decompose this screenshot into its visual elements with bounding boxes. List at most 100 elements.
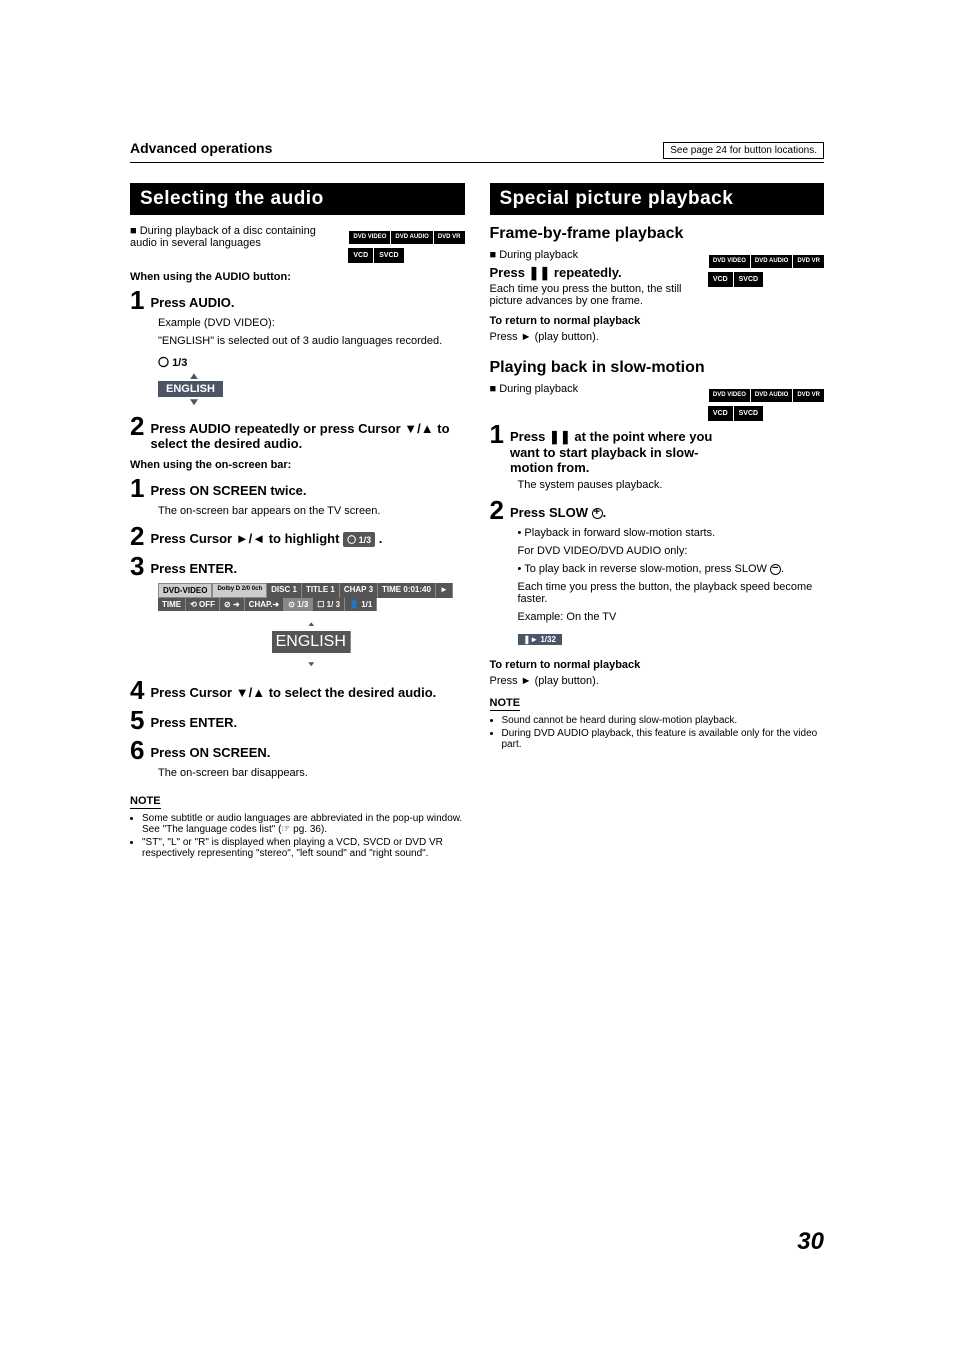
badge-vcd: VCD: [348, 248, 373, 264]
bar-step-num-6: 6: [130, 737, 144, 763]
slow-l1: For DVD VIDEO/DVD AUDIO only:: [518, 545, 825, 557]
badge-dvd-audio: DVD AUDIO: [391, 231, 432, 244]
seg-chap: CHAP 3: [340, 583, 378, 598]
onscreen-bar-illustration: DVD-VIDEO Dolby D 2/0 0ch DISC 1 TITLE 1…: [158, 583, 465, 671]
bar-step-1: 1 Press ON SCREEN twice.: [130, 475, 465, 501]
triangle-up-icon: [190, 373, 198, 379]
seg-dolby: Dolby D 2/0 0ch: [212, 583, 267, 598]
s-badge-vcd: VCD: [708, 406, 733, 422]
section-title-selecting-audio: Selecting the audio: [130, 183, 465, 215]
f-badge-vcd: VCD: [708, 272, 733, 288]
step-1-text: Press AUDIO.: [150, 287, 464, 310]
slow-step-num-1: 1: [490, 421, 504, 447]
seg-disc: DISC 1: [267, 583, 302, 598]
f-badge-dvd-video: DVD VIDEO: [709, 255, 750, 268]
s-badge-row-2: VCDSVCD: [708, 402, 824, 422]
slow-step-1-text: Press ❚❚ at the point where you want to …: [510, 421, 725, 475]
left-note-list: Some subtitle or audio languages are abb…: [130, 813, 465, 859]
s-badge-svcd: SVCD: [734, 406, 763, 422]
slow-return-text: Press ► (play button).: [490, 675, 825, 687]
f-badge-dvd-vr: DVD VR: [793, 255, 824, 268]
seg2-subtitle: ☐ 1/ 3: [313, 598, 345, 611]
slow-step-1-sub: The system pauses playback.: [518, 479, 825, 491]
section-heading: Advanced operations: [130, 140, 272, 156]
bar-step-3: 3 Press ENTER.: [130, 553, 465, 579]
seg2-time: TIME: [158, 598, 186, 611]
badge-row-1: DVD VIDEODVD AUDIODVD VR: [348, 225, 464, 244]
when-audio-heading: When using the AUDIO button:: [130, 271, 465, 283]
right-column: Special picture playback Frame-by-frame …: [490, 183, 825, 861]
right-note-2: During DVD AUDIO playback, this feature …: [502, 728, 825, 750]
bar-step-6-text: Press ON SCREEN.: [150, 737, 464, 760]
seg2-clock: ⊘ ➜: [220, 598, 245, 611]
osd-counter: 〇 1/3: [158, 354, 187, 370]
page-number: 30: [797, 1228, 824, 1256]
slow-return-heading: To return to normal playback: [490, 659, 825, 671]
step-number-2: 2: [130, 413, 144, 439]
s-badge-dvd-video: DVD VIDEO: [709, 389, 750, 402]
intro-row: DVD VIDEODVD AUDIODVD VR VCDSVCD ■ Durin…: [130, 225, 465, 263]
badge-dvd-video: DVD VIDEO: [349, 231, 390, 244]
two-column-layout: Selecting the audio DVD VIDEODVD AUDIODV…: [130, 183, 824, 861]
slow-step-1: 1 Press ❚❚ at the point where you want t…: [490, 421, 825, 475]
seg2-angle: 👤 1/1: [345, 598, 377, 611]
right-note-list: Sound cannot be heard during slow-motion…: [490, 715, 825, 750]
slow-b1: • Playback in forward slow-motion starts…: [518, 527, 825, 539]
seg-title: TITLE 1: [302, 583, 340, 598]
left-column: Selecting the audio DVD VIDEODVD AUDIODV…: [130, 183, 465, 861]
f-badge-dvd-audio: DVD AUDIO: [751, 255, 792, 268]
bar-step-num-3: 3: [130, 553, 144, 579]
bar-row-3-wrapper: ENGLISH: [158, 613, 465, 671]
seg2-repeat: ⟲ OFF: [186, 598, 220, 611]
s-badge-dvd-vr: DVD VR: [793, 389, 824, 402]
bar-step-num-1: 1: [130, 475, 144, 501]
frame-by-frame-heading: Frame-by-frame playback: [490, 225, 825, 243]
seg-play-icon: ►: [436, 583, 453, 598]
bar-step-5-text: Press ENTER.: [150, 707, 464, 730]
slow-tag-wrapper: ❚► 1/32: [518, 629, 825, 647]
s-badge-row-1: DVD VIDEODVD AUDIODVD VR: [708, 383, 824, 402]
osd-language-box: ENGLISH: [158, 381, 223, 397]
bar-step-num-5: 5: [130, 707, 144, 733]
slow-step-2: 2 Press SLOW .: [490, 497, 825, 523]
badge-dvd-vr: DVD VR: [434, 231, 465, 244]
bar-step-num-4: 4: [130, 677, 144, 703]
right-note-1: Sound cannot be heard during slow-motion…: [502, 715, 825, 726]
when-bar-heading: When using the on-screen bar:: [130, 459, 465, 471]
slow-l2: Each time you press the button, the play…: [518, 581, 825, 605]
plus-icon: [592, 508, 603, 519]
bar-step-4-text: Press Cursor ▼/▲ to select the desired a…: [150, 677, 464, 700]
bar-step-1-sub: The on-screen bar appears on the TV scre…: [158, 505, 465, 517]
tri-up-mini-icon: [308, 622, 314, 626]
frame-disc-badges: DVD VIDEODVD AUDIODVD VR VCDSVCD: [708, 249, 824, 287]
left-note-1: Some subtitle or audio languages are abb…: [142, 813, 465, 835]
disc-badges: DVD VIDEODVD AUDIODVD VR VCDSVCD: [348, 225, 464, 263]
audio-step-2: 2 Press AUDIO repeatedly or press Cursor…: [130, 413, 465, 451]
bar-row-1: DVD-VIDEO Dolby D 2/0 0ch DISC 1 TITLE 1…: [158, 583, 465, 598]
bar-step-2-text: Press Cursor ►/◄ to highlight 〇 1/3 .: [150, 523, 464, 547]
audio-step-1: 1 Press AUDIO.: [130, 287, 465, 313]
frame-return-text: Press ► (play button).: [490, 331, 825, 343]
slow-step-num-2: 2: [490, 497, 504, 523]
step-number-1: 1: [130, 287, 144, 313]
s-badge-dvd-audio: DVD AUDIO: [751, 389, 792, 402]
bar-english-tag: ENGLISH: [272, 631, 351, 653]
bar-step-6: 6 Press ON SCREEN.: [130, 737, 465, 763]
highlight-tag: 〇 1/3: [343, 532, 375, 547]
tri-down-mini-icon: [308, 662, 314, 666]
bar-step-6-sub: The on-screen bar disappears.: [158, 767, 465, 779]
left-note-label: NOTE: [130, 795, 161, 809]
slow-motion-heading: Playing back in slow-motion: [490, 359, 825, 377]
slow-intro-row: DVD VIDEODVD AUDIODVD VR VCDSVCD ■ Durin…: [490, 383, 825, 421]
bar-step-4: 4 Press Cursor ▼/▲ to select the desired…: [130, 677, 465, 703]
frame-intro-row: DVD VIDEODVD AUDIODVD VR VCDSVCD ■ Durin…: [490, 249, 825, 307]
bar-step-num-2: 2: [130, 523, 144, 549]
f-badge-svcd: SVCD: [734, 272, 763, 288]
section-title-special-playback: Special picture playback: [490, 183, 825, 215]
bar-step-3-text: Press ENTER.: [150, 553, 464, 576]
badge-svcd: SVCD: [374, 248, 403, 264]
slow-example-label: Example: On the TV: [518, 611, 825, 623]
slow-b2: • To play back in reverse slow-motion, p…: [518, 563, 825, 575]
slow-disc-badges: DVD VIDEODVD AUDIODVD VR VCDSVCD: [708, 383, 824, 421]
frame-return-heading: To return to normal playback: [490, 315, 825, 327]
